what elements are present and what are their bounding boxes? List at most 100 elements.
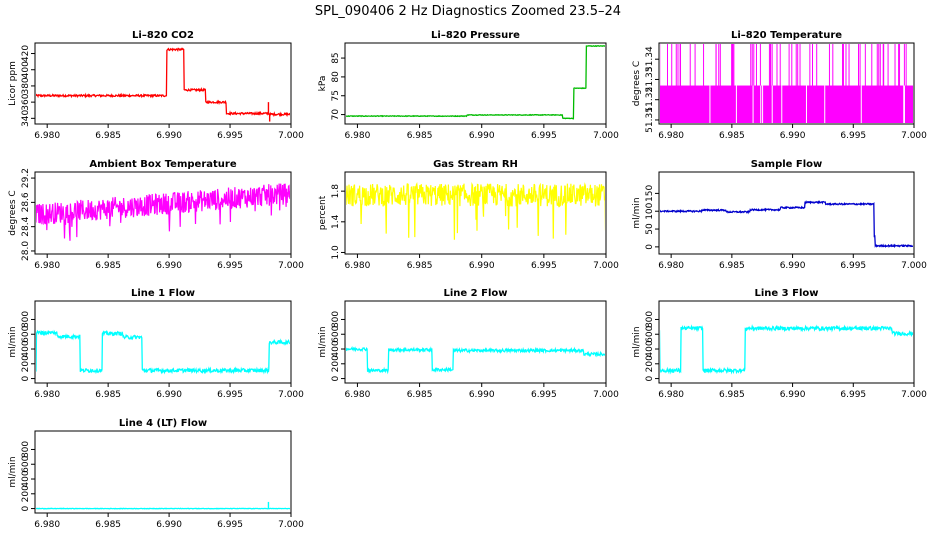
y-tick-label: 1.8: [331, 184, 341, 199]
x-tick-label: 6.990: [780, 261, 806, 271]
y-tick-label: 360: [21, 93, 31, 110]
panel-10: Line 4 (LT) Flow 6.980 6.985 6.990 6.995 7.00…: [8, 418, 304, 530]
x-tick-label: 7.000: [901, 261, 927, 271]
y-tick-label: 400: [21, 61, 31, 78]
panels: Li–820 CO2 6.980 6.985 6.990 6.995 7.000 34036…: [8, 30, 927, 530]
y-tick-label: 0: [331, 375, 341, 381]
y-tick-label: 0: [21, 505, 31, 511]
panel-4: Ambient Box Temperature 6.980 6.985 6.990 6.…: [8, 159, 304, 271]
panel-3: Li–820 Temperature 6.980 6.985 6.990 6.995 7.…: [632, 30, 927, 141]
y-axis-label: ml/min: [318, 326, 328, 357]
y-tick-label: 51.31: [645, 107, 655, 133]
x-tick-label: 6.985: [95, 520, 121, 530]
x-tick-label: 6.995: [840, 131, 866, 141]
y-tick-label: 400: [21, 470, 31, 487]
plot-frame: [658, 171, 915, 255]
x-tick-label: 6.990: [469, 261, 495, 271]
x-tick-label: 6.980: [34, 520, 60, 530]
y-tick-label: 0: [21, 375, 31, 381]
plot-frame: [34, 430, 292, 514]
y-tick-label: 75: [331, 90, 341, 101]
x-tick-label: 6.995: [217, 520, 243, 530]
panel-title: Li–820 Pressure: [431, 30, 520, 41]
series-group: [346, 345, 605, 375]
panel-8: Line 2 Flow 6.980 6.985 6.990 6.995 7.000 0 200…: [318, 288, 619, 400]
x-tick-label: 6.985: [719, 390, 745, 400]
x-tick-label: 6.985: [95, 390, 121, 400]
y-axis-label: ml/min: [632, 326, 642, 357]
y-tick-label: 85: [331, 52, 341, 63]
x-tick-label: 6.985: [95, 261, 121, 271]
x-tick-label: 6.990: [469, 131, 495, 141]
x-tick-label: 7.000: [593, 390, 619, 400]
series-line: [660, 200, 913, 249]
panel-title: Line 3 Flow: [755, 288, 819, 299]
panel-7: Line 1 Flow 6.980 6.985 6.990 6.995 7.000 0 200…: [8, 288, 304, 400]
y-tick-label: 600: [645, 325, 655, 342]
series-line: [36, 329, 290, 375]
plot-frame: [344, 171, 607, 255]
x-tick-label: 6.980: [345, 131, 371, 141]
y-tick-label: 200: [331, 355, 341, 372]
panel-title: Line 4 (LT) Flow: [119, 418, 207, 429]
plot-frame: [34, 42, 292, 125]
y-axis-label: degrees C: [632, 61, 642, 106]
y-tick-label: 1.0: [331, 245, 341, 260]
y-tick-label: 51.33: [645, 67, 655, 93]
series-group: [660, 44, 913, 123]
x-tick-label: 6.985: [407, 261, 433, 271]
y-tick-label: 800: [21, 311, 31, 328]
x-tick-label: 7.000: [278, 520, 304, 530]
x-tick-label: 6.980: [34, 131, 60, 141]
x-tick-label: 6.995: [217, 390, 243, 400]
x-tick-label: 6.980: [658, 390, 684, 400]
x-tick-label: 6.995: [531, 131, 557, 141]
x-tick-label: 6.980: [345, 390, 371, 400]
series-group: [36, 501, 290, 510]
x-tick-label: 7.000: [901, 390, 927, 400]
x-tick-label: 6.980: [658, 131, 684, 141]
series-group: [36, 329, 290, 375]
x-tick-label: 6.985: [719, 261, 745, 271]
series-line: [660, 324, 913, 375]
y-axis-label: ml/min: [8, 456, 18, 487]
y-axis-label: percent: [318, 195, 328, 230]
panel-title: Ambient Box Temperature: [89, 159, 236, 170]
x-tick-label: 7.000: [278, 261, 304, 271]
y-axis-label: ml/min: [632, 197, 642, 228]
y-tick-label: 200: [645, 355, 655, 372]
series-line: [346, 44, 605, 120]
series-group: [346, 181, 605, 240]
y-tick-label: 1.4: [331, 214, 341, 229]
series-line: [346, 345, 605, 375]
panel-title: Line 1 Flow: [131, 288, 195, 299]
y-tick-label: 0: [645, 244, 655, 250]
y-tick-label: 29.2: [21, 168, 31, 188]
y-tick-label: 600: [331, 325, 341, 342]
y-axis-label: kPa: [318, 76, 328, 92]
x-tick-label: 6.995: [840, 390, 866, 400]
figure-title: SPL_090406 2 Hz Diagnostics Zoomed 23.5–…: [315, 4, 621, 19]
y-axis-label: ml/min: [8, 326, 18, 357]
x-tick-label: 6.990: [469, 390, 495, 400]
y-tick-label: 28.6: [21, 192, 31, 212]
x-tick-label: 7.000: [593, 261, 619, 271]
y-tick-label: 100: [645, 202, 655, 219]
series-group: [660, 324, 913, 375]
x-tick-label: 6.995: [217, 261, 243, 271]
x-tick-label: 6.985: [95, 131, 121, 141]
y-tick-label: 420: [21, 45, 31, 62]
y-tick-label: 28.4: [21, 216, 31, 236]
series-group: [36, 183, 290, 241]
y-axis-label: Licor ppm: [8, 61, 18, 106]
x-tick-label: 7.000: [593, 131, 619, 141]
series-line: [36, 183, 290, 241]
x-tick-label: 6.990: [156, 131, 182, 141]
panel-title: Gas Stream RH: [433, 159, 518, 170]
y-tick-label: 800: [21, 441, 31, 458]
x-tick-label: 6.980: [658, 261, 684, 271]
y-axis-label: degrees C: [8, 190, 18, 235]
x-tick-label: 6.995: [840, 261, 866, 271]
y-tick-label: 400: [21, 340, 31, 357]
